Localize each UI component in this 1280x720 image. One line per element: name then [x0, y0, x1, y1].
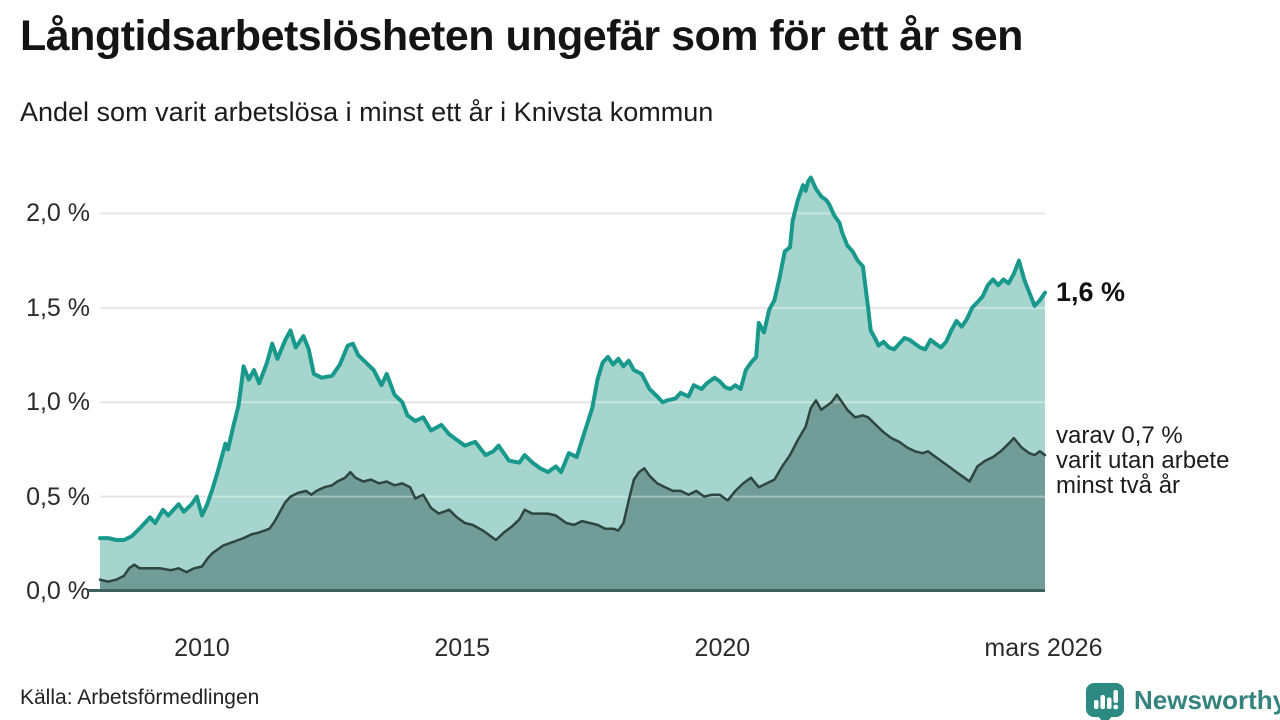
brand-name: Newsworthy	[1134, 684, 1280, 715]
area-chart	[98, 170, 1047, 591]
x-tick-label: 2010	[174, 634, 230, 662]
area-chart-svg	[98, 175, 1047, 591]
secondary-series-annotation: varav 0,7 % varit utan arbete minst två …	[1056, 423, 1229, 498]
y-tick-label: 1,0 %	[26, 388, 90, 417]
x-tick-label: 2020	[694, 634, 751, 662]
line-series-1	[98, 175, 1047, 542]
x-tick-label: 2015	[434, 634, 490, 662]
x-tick-label: mars 2026	[984, 634, 1103, 662]
y-tick-label: 0,0 %	[26, 577, 90, 605]
newsworthy-chart-bubble-icon	[1086, 683, 1124, 720]
annotation-line: minst två år	[1056, 472, 1181, 499]
y-tick-label: 0,5 %	[26, 482, 90, 511]
y-tick-label: 2,0 %	[26, 199, 90, 228]
x-axis-baseline	[88, 589, 1045, 592]
area-fill-series-2	[100, 394, 1045, 591]
line-series-2	[98, 393, 1047, 583]
annotation-line: varit utan arbete	[1056, 447, 1230, 474]
latest-value-annotation: 1,6 %	[1056, 277, 1126, 307]
source-attribution: Källa: Arbetsförmedlingen	[20, 686, 260, 709]
brand-logo: Newsworthy	[1086, 680, 1280, 720]
y-tick-label: 1,5 %	[26, 293, 90, 322]
chart-subtitle: Andel som varit arbetslösa i minst ett å…	[20, 97, 714, 127]
annotation-line: varav 0,7 %	[1056, 422, 1183, 449]
page-title: Långtidsarbetslösheten ungefär som för e…	[20, 12, 1023, 60]
